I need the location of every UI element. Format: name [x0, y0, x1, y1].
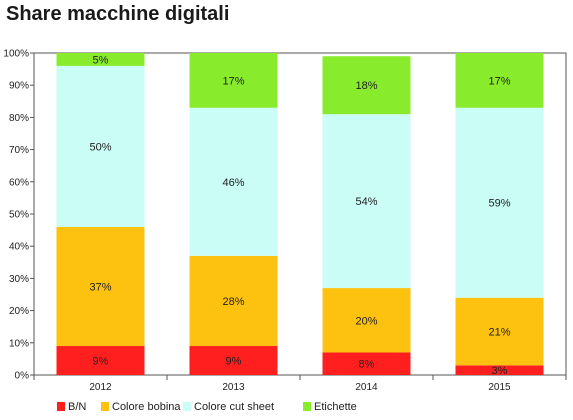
x-axis: 2012 2013 2014 2015	[33, 375, 567, 393]
y-tick-label: 90%	[9, 81, 29, 92]
bar-segment	[322, 114, 411, 289]
y-tick-label: 100%	[3, 49, 29, 60]
data-label: 9%	[226, 356, 242, 368]
x-tick-label: 2013	[222, 382, 245, 393]
legend: B/N Colore bobina Colore cut sheet Etichett…	[57, 401, 357, 413]
data-label: 50%	[89, 141, 111, 153]
bar-segment	[56, 226, 145, 347]
y-tick-label: 10%	[9, 338, 29, 349]
data-label: 8%	[359, 359, 375, 371]
legend-entry: Etichette	[314, 401, 357, 413]
data-label: 17%	[488, 75, 510, 87]
y-tick-label: 20%	[9, 306, 29, 317]
data-label: 54%	[355, 196, 377, 208]
bar-segment	[322, 56, 411, 115]
data-label: 21%	[488, 327, 510, 339]
bar-segment	[455, 107, 544, 298]
legend-swatch	[183, 402, 191, 411]
legend-swatch	[303, 402, 311, 411]
legend-swatch	[57, 402, 65, 411]
bar-segment	[455, 365, 544, 375]
bar-segment	[189, 346, 278, 375]
bar-segment	[189, 53, 278, 108]
bar-segment	[56, 346, 145, 375]
y-tick-label: 70%	[9, 145, 29, 156]
legend-swatch	[101, 402, 109, 411]
data-label: 20%	[355, 315, 377, 327]
x-tick-label: 2014	[355, 382, 378, 393]
bar-segments: 9% 37% 50% 5% 9% 28% 46% 17% 8% 20% 54% 18% 3% 21% 59%…	[56, 53, 544, 377]
legend-entry: B/N	[68, 401, 86, 413]
legend-entry: Colore cut sheet	[194, 401, 274, 413]
legend-entry: Colore bobina	[112, 401, 181, 413]
bar-segment	[322, 288, 411, 353]
y-tick-label: 50%	[9, 210, 29, 221]
y-axis: 0% 10% 20% 30% 40% 50% 60% 70% 80% 90% 100%	[3, 49, 34, 382]
data-label: 5%	[93, 54, 109, 66]
bar-segment	[56, 65, 145, 227]
bar-segment	[189, 107, 278, 256]
data-label: 17%	[222, 75, 244, 87]
bar-segment	[322, 352, 411, 375]
y-tick-label: 60%	[9, 177, 29, 188]
bar-segment	[56, 53, 145, 66]
y-tick-label: 40%	[9, 242, 29, 253]
x-tick-label: 2012	[89, 382, 112, 393]
data-label: 18%	[355, 80, 377, 92]
bar-segment	[455, 53, 544, 108]
y-tick-label: 80%	[9, 113, 29, 124]
y-tick-label: 30%	[9, 274, 29, 285]
data-label: 46%	[222, 177, 244, 189]
data-label: 37%	[89, 281, 111, 293]
chart-title: Share macchine digitali	[6, 3, 230, 25]
bar-segment	[189, 255, 278, 347]
data-label: 3%	[492, 365, 508, 377]
y-tick-label: 0%	[15, 371, 30, 382]
data-label: 28%	[222, 296, 244, 308]
x-tick-label: 2015	[488, 382, 511, 393]
data-label: 59%	[488, 198, 510, 210]
bar-segment	[455, 297, 544, 366]
data-label: 9%	[93, 356, 109, 368]
